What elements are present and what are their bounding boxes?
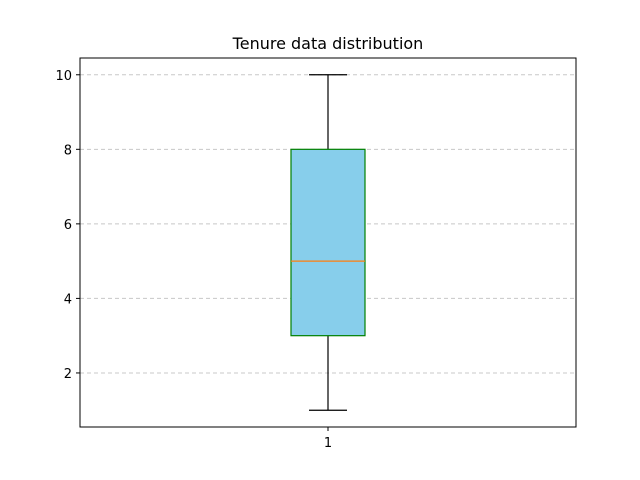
iqr-box — [290, 148, 366, 337]
x-tick-label: 1 — [324, 436, 332, 451]
y-tick-label: 2 — [64, 367, 72, 382]
boxes-group — [290, 74, 366, 411]
y-tick-label: 4 — [64, 292, 72, 307]
y-tick-label: 6 — [64, 218, 72, 233]
y-tick-label: 10 — [55, 69, 72, 84]
y-tick-label: 8 — [64, 143, 72, 158]
x-axis-ticks: 1 — [324, 427, 332, 451]
chart-title: Tenure data distribution — [232, 34, 424, 53]
y-axis-ticks: 2 4 6 8 10 — [55, 69, 80, 382]
box-item — [290, 74, 366, 411]
